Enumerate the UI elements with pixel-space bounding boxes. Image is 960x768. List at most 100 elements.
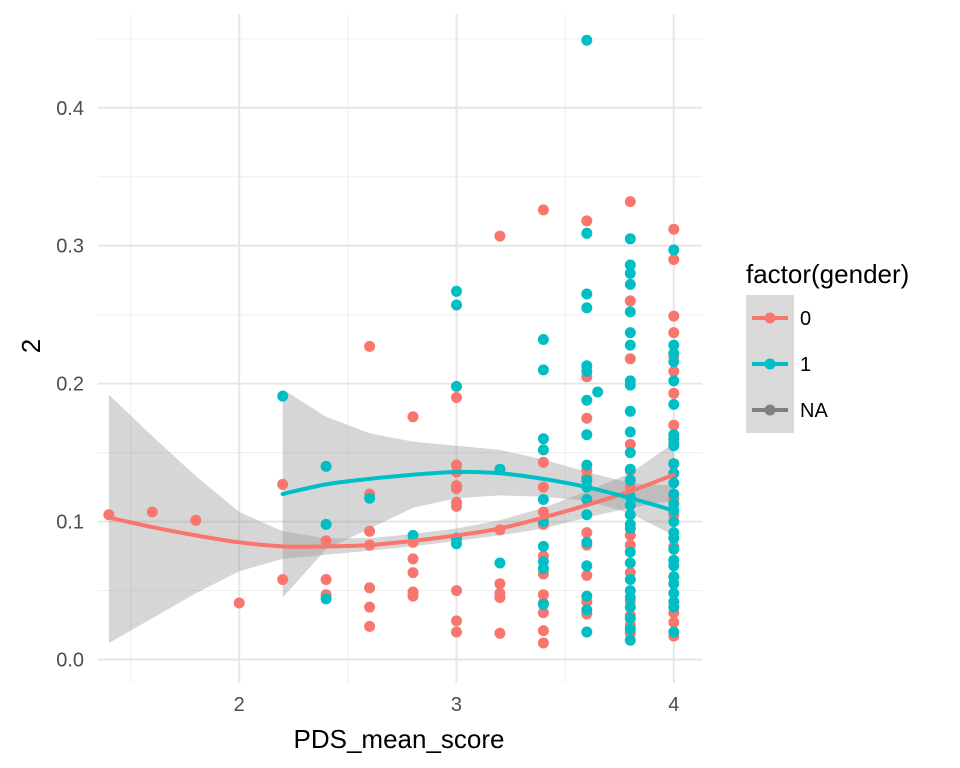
data-point-1: [624, 447, 636, 459]
data-point-1: [624, 634, 636, 646]
smooth-lines: [106, 469, 676, 549]
data-point-1: [407, 529, 419, 541]
data-point-0: [668, 327, 680, 339]
data-point-1: [581, 429, 593, 441]
data-point-1: [668, 477, 680, 489]
data-point-1: [624, 426, 636, 438]
data-point-1: [581, 509, 593, 521]
data-point-1: [624, 523, 636, 534]
data-point-1: [668, 440, 680, 452]
data-point-0: [451, 392, 462, 403]
data-point-1: [451, 285, 462, 297]
data-point-0: [233, 597, 245, 609]
data-point-0: [451, 500, 462, 512]
data-point-1: [624, 379, 636, 391]
data-point-1: [581, 560, 593, 572]
data-point-0: [494, 578, 506, 590]
legend-key-point: [764, 312, 776, 324]
legend-label: 0: [800, 308, 811, 330]
data-point-0: [494, 627, 506, 639]
data-point-1: [592, 386, 604, 398]
data-point-1: [624, 259, 636, 271]
data-point-1: [668, 488, 680, 500]
data-point-1: [537, 334, 549, 345]
data-point-1: [668, 560, 680, 572]
data-point-1: [581, 394, 593, 406]
data-point-0: [451, 615, 462, 627]
data-point-1: [668, 244, 680, 256]
legend: factor(gender) 0 1 NA: [746, 259, 909, 433]
data-point-1: [668, 587, 680, 599]
y-tick-label: 0.4: [56, 98, 84, 120]
data-point-1: [537, 364, 549, 376]
data-point-0: [537, 589, 549, 601]
data-point-0: [668, 223, 680, 235]
data-point-1: [668, 375, 680, 387]
data-point-1: [320, 593, 332, 605]
data-point-1: [668, 532, 680, 544]
data-point-1: [624, 557, 636, 569]
data-point-1: [581, 365, 593, 377]
x-tick-label: 3: [451, 694, 462, 716]
data-point-0: [407, 553, 419, 565]
data-point-1: [668, 339, 680, 351]
data-point-0: [364, 601, 376, 613]
data-point-0: [494, 592, 506, 603]
data-point-1: [624, 233, 636, 245]
data-point-1: [451, 380, 462, 392]
data-point-1: [668, 578, 680, 590]
data-point-0: [146, 506, 158, 518]
data-point-1: [668, 458, 680, 470]
data-point-1: [581, 288, 593, 300]
data-point-1: [624, 574, 636, 585]
data-point-1: [624, 546, 636, 558]
data-point-1: [668, 347, 680, 359]
data-point-1: [364, 492, 376, 504]
data-point-1: [624, 499, 636, 511]
y-tick-label: 0.0: [56, 650, 84, 672]
legend-key-point: [764, 358, 776, 370]
confidence-bands: [108, 389, 674, 643]
data-point-0: [320, 574, 332, 585]
data-point-0: [364, 525, 376, 537]
data-point-0: [451, 483, 462, 494]
data-point-1: [668, 601, 680, 613]
data-point-0: [537, 625, 549, 637]
data-point-0: [537, 456, 549, 468]
data-point-1: [537, 494, 549, 505]
legend-title: factor(gender): [746, 259, 909, 289]
data-point-0: [624, 438, 636, 450]
legend-label: 1: [800, 354, 811, 376]
data-point-1: [624, 278, 636, 290]
smooth-line-1: [280, 469, 676, 513]
y-tick-label: 0.1: [56, 512, 84, 534]
x-tick-label: 4: [668, 694, 679, 716]
data-point-1: [537, 444, 549, 456]
data-point-1: [451, 299, 462, 311]
data-point-0: [494, 230, 506, 242]
data-point-1: [624, 612, 636, 624]
data-point-1: [624, 509, 636, 521]
data-point-1: [277, 390, 289, 402]
data-point-1: [624, 474, 636, 486]
data-point-0: [624, 295, 636, 307]
data-point-0: [668, 310, 680, 322]
x-axis-ticks: 2 3 4: [234, 694, 680, 716]
data-point-1: [320, 460, 332, 472]
data-point-0: [581, 527, 593, 539]
grid: [98, 14, 702, 683]
data-point-0: [624, 353, 636, 365]
confidence-band-0: [108, 394, 674, 643]
data-point-1: [668, 543, 680, 555]
data-point-1: [624, 327, 636, 339]
data-point-0: [320, 535, 332, 547]
data-point-0: [277, 574, 289, 585]
data-point-0: [407, 590, 419, 602]
data-point-1: [624, 592, 636, 603]
data-point-1: [668, 356, 680, 368]
data-point-1: [537, 563, 549, 574]
data-point-1: [581, 626, 593, 638]
data-point-1: [624, 267, 636, 279]
legend-key-point: [764, 404, 776, 416]
data-point-0: [364, 620, 376, 632]
